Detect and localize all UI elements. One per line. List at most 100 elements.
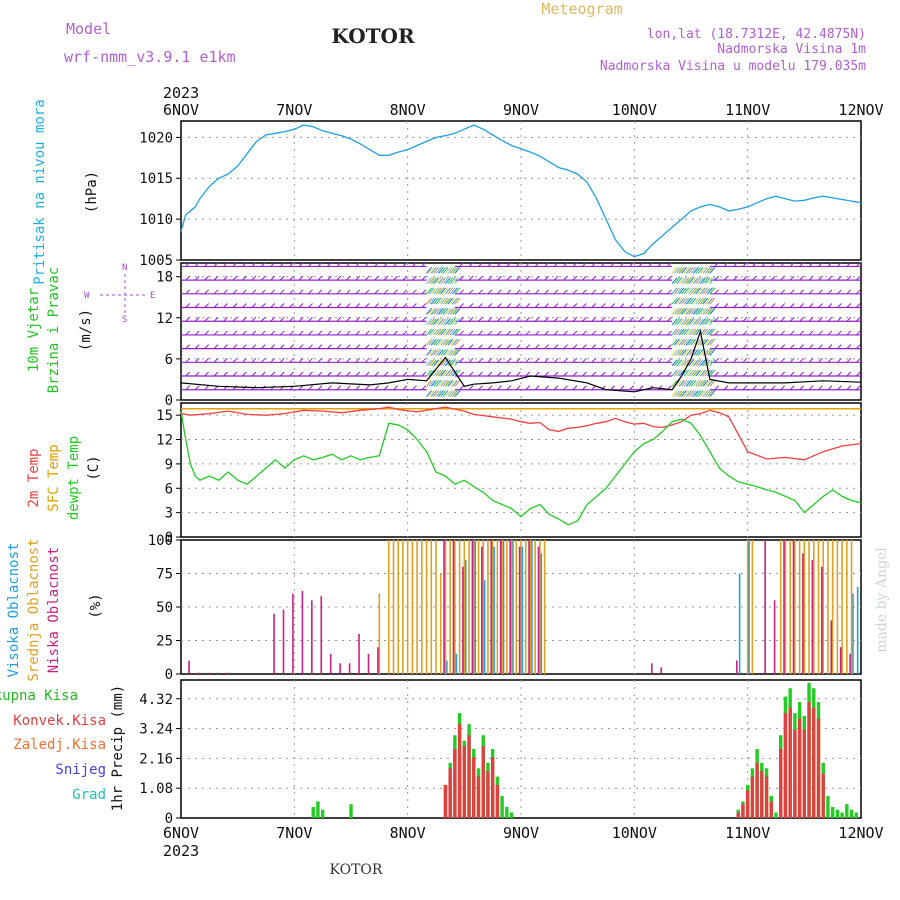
wind-barb-barb — [251, 303, 257, 308]
gust-stroke — [437, 277, 444, 284]
gust-stroke — [445, 328, 451, 336]
wind-barb-barb — [544, 262, 549, 267]
wind-barb-barb — [185, 262, 191, 267]
wind-barb-barb — [827, 371, 833, 377]
wind-barb-barb — [638, 303, 644, 308]
wind-barb-barb — [308, 275, 313, 281]
wind-barb-barb — [298, 344, 304, 349]
gust-stroke — [683, 369, 690, 377]
wind-barb-barb — [383, 330, 389, 336]
wind-barb-barb — [714, 275, 719, 281]
wind-barb-barb — [468, 289, 474, 295]
gust-stroke — [449, 338, 456, 346]
gust-stroke — [442, 328, 449, 336]
gust-stroke — [430, 338, 437, 346]
gust-stroke — [671, 390, 678, 397]
conv-precip-bar — [783, 713, 788, 818]
wind-barb-barb — [525, 316, 531, 322]
wind-barb-barb — [572, 371, 578, 377]
wind-barb-barb — [308, 344, 313, 349]
wind-barb-barb — [497, 371, 502, 377]
wind-barb-barb — [638, 289, 644, 295]
wind-barb-barb — [610, 357, 616, 363]
conv-precip-bar — [802, 729, 807, 818]
gust-stroke — [445, 369, 451, 377]
gust-stroke — [433, 328, 440, 336]
wind-barb-barb — [742, 344, 748, 349]
wind-barb-barb — [780, 330, 786, 336]
wind-barb-barb — [827, 344, 833, 349]
wind-barb-barb — [714, 385, 719, 391]
gust-stroke — [709, 308, 716, 315]
gust-stroke — [445, 379, 451, 387]
gust-stroke — [678, 318, 685, 325]
wind-barb-barb — [364, 275, 370, 281]
wind-barb-barb — [223, 316, 228, 322]
gust-stroke — [437, 369, 444, 377]
wind-barb-barb — [515, 344, 521, 349]
wind-barb-barb — [364, 371, 370, 377]
wind-barb-barb — [619, 275, 625, 281]
wind-barb-barb — [336, 262, 342, 267]
wind-barb-barb — [412, 289, 417, 295]
conv-precip-bar — [476, 776, 481, 818]
wind-barb-barb — [515, 275, 521, 281]
gust-stroke — [428, 328, 435, 336]
gust-stroke — [702, 297, 709, 305]
wind-barb-barb — [251, 262, 257, 267]
gust-stroke — [688, 390, 695, 397]
wind-barb-barb — [298, 316, 304, 322]
wind-barb-barb — [714, 371, 719, 377]
conv-precip-bar — [467, 735, 471, 818]
wind-barb-barb — [723, 344, 729, 349]
gust-stroke — [692, 390, 699, 397]
wind-barb-barb — [572, 289, 578, 295]
gust-stroke — [674, 328, 680, 336]
gust-stroke — [433, 379, 440, 387]
gust-stroke — [702, 328, 709, 336]
gust-stroke — [440, 318, 447, 325]
wind-barb-barb — [185, 289, 191, 295]
gust-stroke — [678, 390, 685, 397]
wind-barb-barb — [194, 330, 200, 336]
gust-stroke — [454, 297, 461, 305]
gust-stroke — [676, 266, 683, 274]
gust-stroke — [707, 359, 713, 367]
wind-barb-barb — [251, 275, 257, 281]
gust-stroke — [426, 297, 432, 305]
wind-barb-barb — [846, 371, 852, 377]
gust-stroke — [671, 318, 678, 325]
wind-barb-barb — [770, 330, 776, 336]
wind-barb-barb — [327, 344, 332, 349]
wind-barb-barb — [846, 344, 852, 349]
gust-stroke — [671, 379, 678, 387]
gust-stroke — [454, 287, 461, 295]
wind-barb-barb — [185, 275, 191, 281]
wind-barb-barb — [534, 371, 540, 377]
wind-barb-barb — [412, 330, 417, 336]
wind-barb-barb — [638, 316, 644, 322]
gust-stroke — [435, 266, 442, 274]
wind-barb-barb — [629, 344, 634, 349]
gust-stroke — [433, 369, 440, 377]
wind-barb-barb — [808, 371, 814, 377]
wind-barb-barb — [478, 303, 483, 308]
gust-stroke — [674, 266, 680, 274]
total-precip-bar — [835, 809, 840, 818]
wind-barb-barb — [648, 303, 653, 308]
wind-barb-barb — [733, 330, 738, 336]
wind-barb-barb — [610, 316, 616, 322]
gust-stroke — [428, 359, 435, 367]
gust-stroke — [433, 287, 440, 295]
wind-barb-barb — [402, 357, 408, 363]
wind-barb-barb — [242, 344, 247, 349]
wind-barb-barb — [572, 262, 578, 267]
wind-barb-barb — [808, 303, 814, 308]
wind-barb-barb — [487, 316, 493, 322]
conv-precip-bar — [769, 801, 773, 818]
gust-stroke — [681, 338, 687, 346]
gust-stroke — [440, 349, 447, 356]
gust-stroke — [449, 277, 456, 284]
wind-barb-barb — [600, 344, 606, 349]
watermark: made by Angel — [874, 547, 890, 653]
